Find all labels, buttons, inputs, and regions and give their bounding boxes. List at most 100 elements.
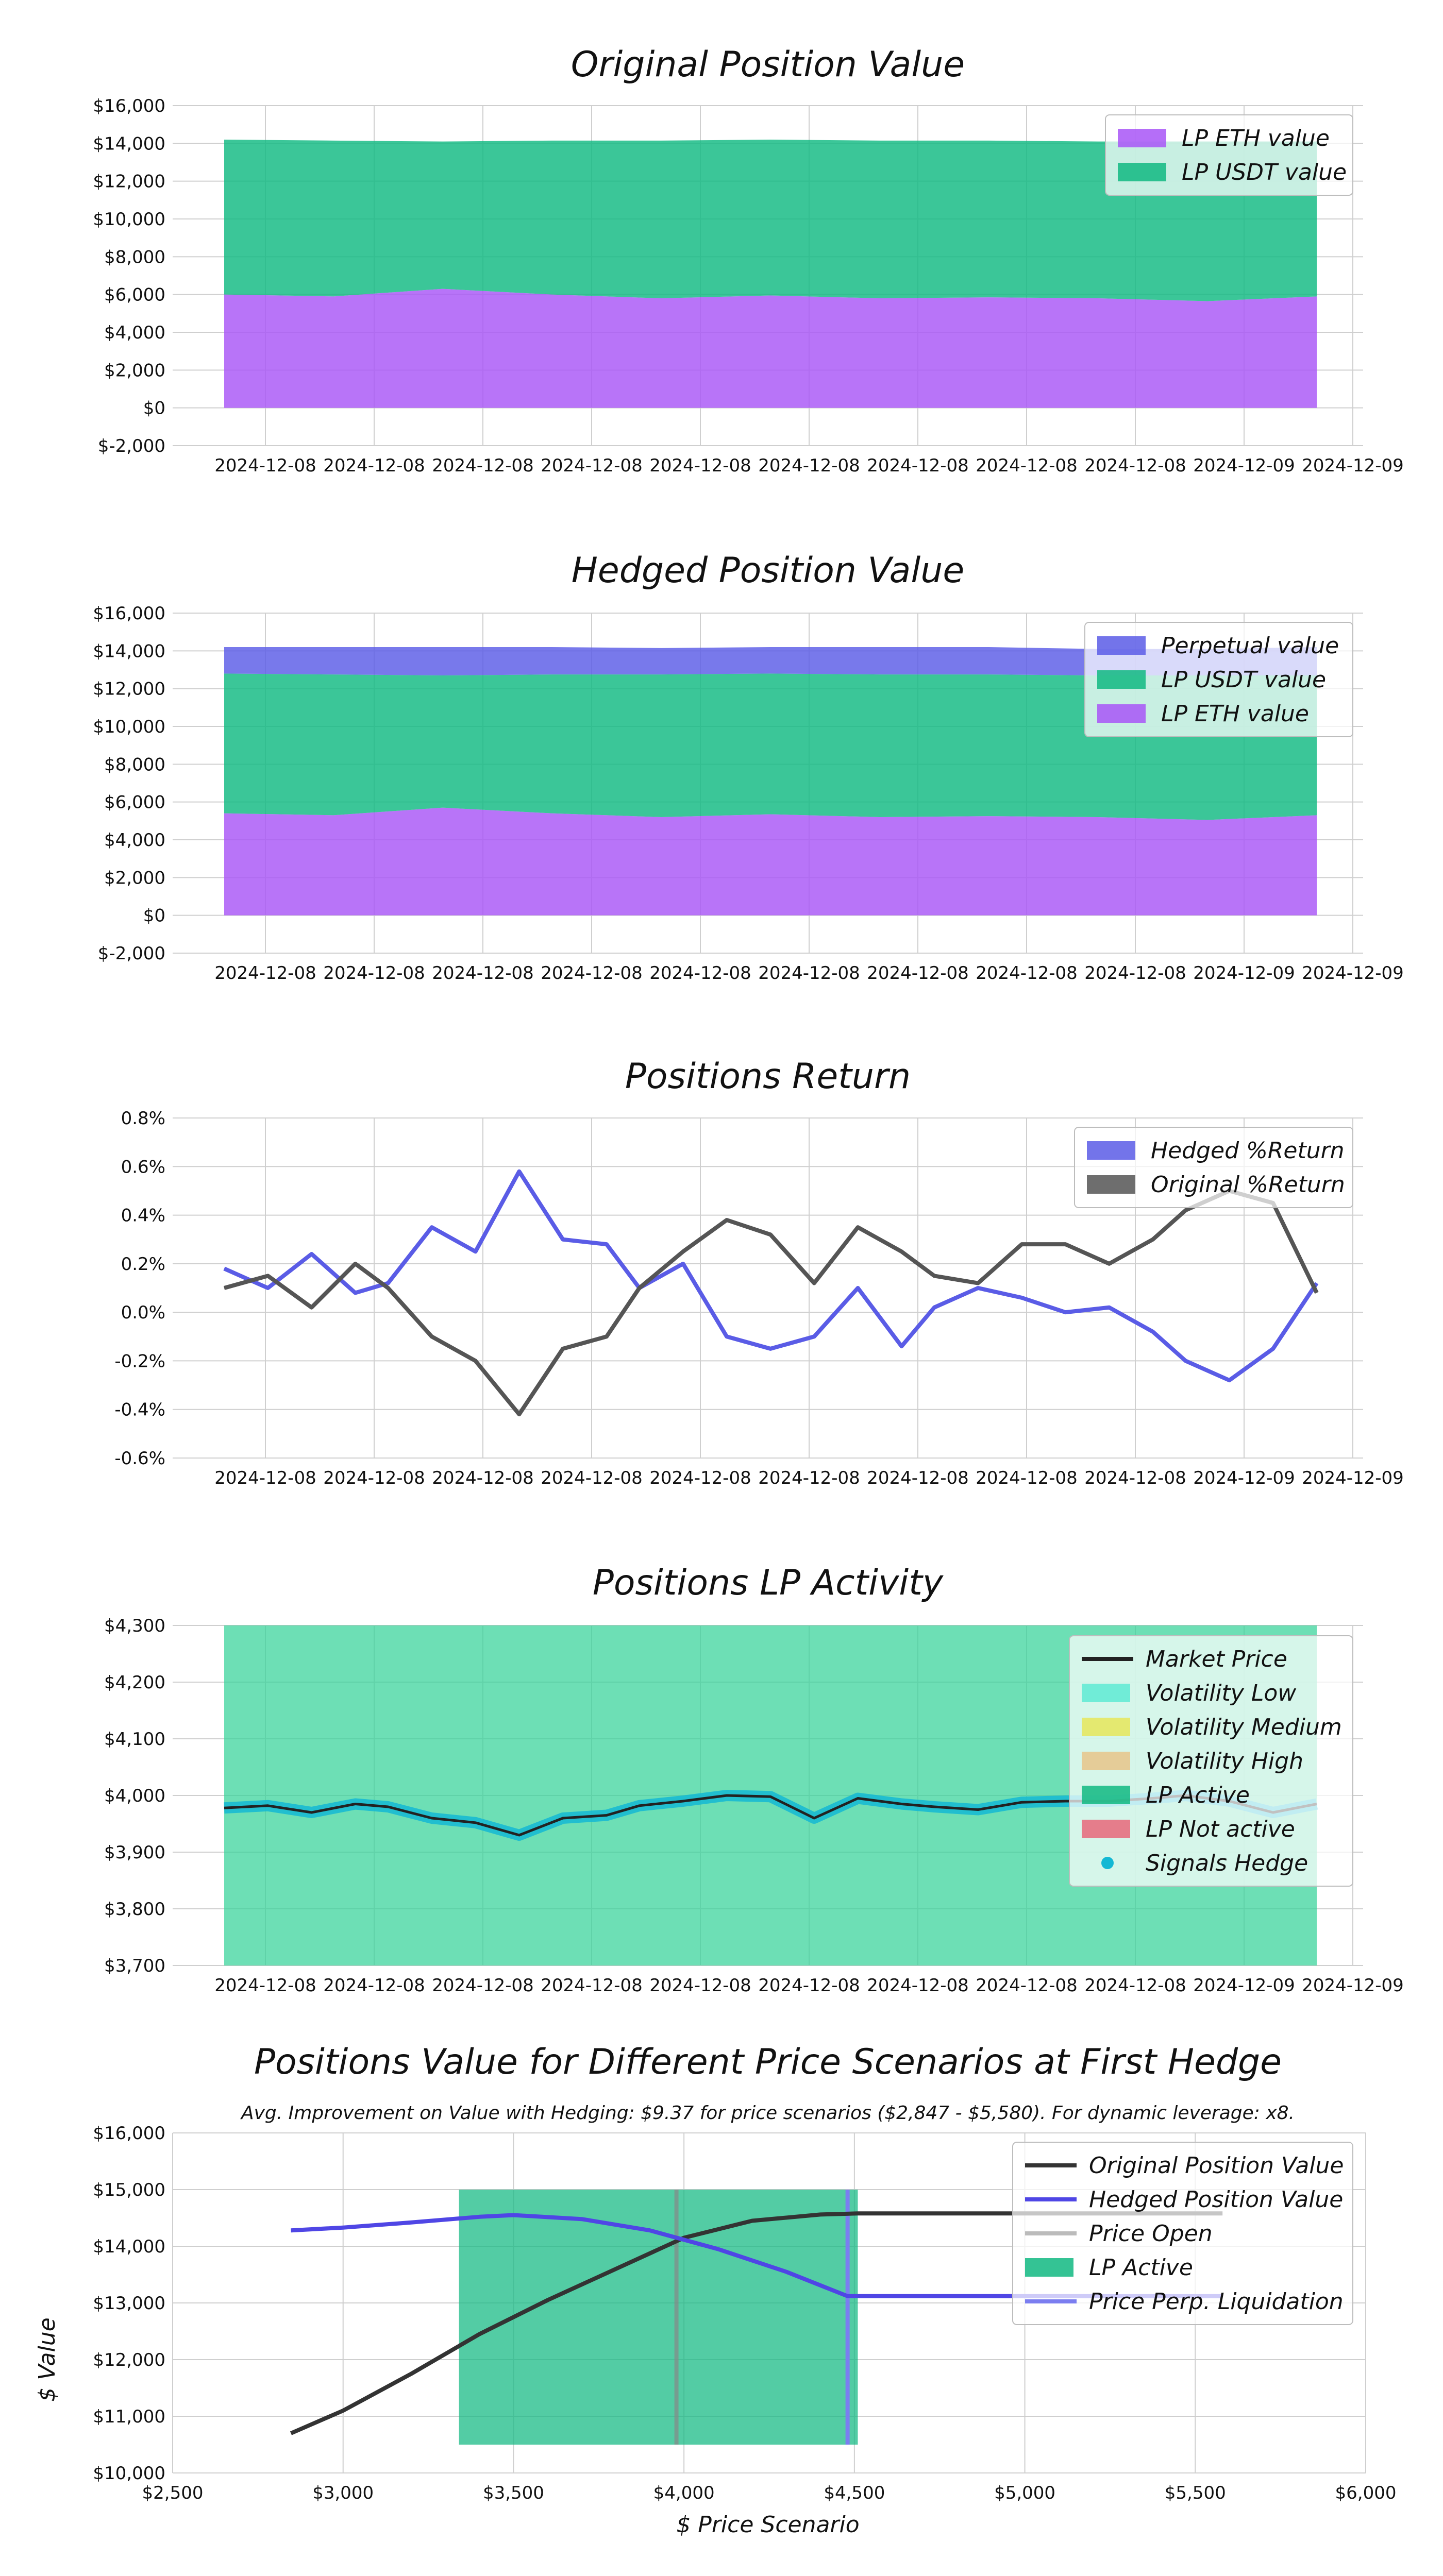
legend-patch-swatch xyxy=(1082,1718,1130,1736)
chart-positions-lp-activity: Positions LP Activity $3,700 $3,800 $3,900… xyxy=(104,1563,1404,1996)
legend-label: Perpetual value xyxy=(1161,633,1339,659)
legend: Original Position Value Hedged Position V… xyxy=(1012,2142,1353,2325)
legend-label: Price Perp. Liquidation xyxy=(1089,2289,1344,2315)
y-tick-label: $-2,000 xyxy=(98,436,165,456)
x-tick-label: 2024-12-08 xyxy=(976,1975,1078,1996)
y-tick-label: -0.4% xyxy=(114,1400,165,1420)
y-tick-label: $13,000 xyxy=(93,2293,165,2314)
x-tick-label: $6,000 xyxy=(1335,2483,1397,2503)
x-tick-label: 2024-12-08 xyxy=(541,455,643,476)
y-tick-label: $10,000 xyxy=(93,209,165,230)
x-tick-label: 2024-12-09 xyxy=(1193,1468,1295,1488)
legend-label: Original Position Value xyxy=(1089,2153,1344,2179)
legend-label: Volatility Medium xyxy=(1146,1714,1342,1740)
x-tick-label: 2024-12-08 xyxy=(867,1975,969,1996)
plot-area: -0.6% -0.4% -0.2% 0.0% 0.2% 0.4% 0.6% 0.8% 2024-… xyxy=(114,1108,1403,1488)
x-tick-label: 2024-12-08 xyxy=(649,963,751,984)
legend-label: LP ETH value xyxy=(1161,701,1309,727)
legend-patch-swatch xyxy=(1118,129,1166,147)
y-tick-label: $2,000 xyxy=(104,868,165,888)
legend-label: Hedged Position Value xyxy=(1089,2187,1343,2213)
x-tick-label: 2024-12-08 xyxy=(323,963,425,984)
x-tick-label: 2024-12-09 xyxy=(1193,455,1295,476)
y-tick-label: $14,000 xyxy=(93,641,165,662)
y-tick-label: -0.6% xyxy=(114,1448,165,1469)
area-series xyxy=(224,807,1317,916)
x-tick-label: 2024-12-08 xyxy=(867,963,969,984)
x-tick-label: $4,500 xyxy=(824,2483,885,2503)
x-tick-label: 2024-12-09 xyxy=(1302,963,1404,984)
y-tick-label: 0.8% xyxy=(121,1108,165,1129)
x-tick-label: 2024-12-09 xyxy=(1193,1975,1295,1996)
legend-patch-swatch xyxy=(1082,1786,1130,1804)
x-tick-label: 2024-12-09 xyxy=(1302,1975,1404,1996)
legend-label: Market Price xyxy=(1146,1646,1287,1672)
area-series xyxy=(224,647,1317,675)
y-tick-label: $11,000 xyxy=(93,2406,165,2427)
chart-positions-return: Positions Return -0.6% -0.4% -0.2% 0.0% 0.2%… xyxy=(114,1056,1403,1488)
legend-patch-swatch xyxy=(1082,1684,1130,1702)
x-tick-label: 2024-12-08 xyxy=(432,1975,534,1996)
plot-area: $-2,000 $0 $2,000 $4,000 $6,000 $8,000 $10,000… xyxy=(93,603,1403,984)
y-tick-label: $14,000 xyxy=(93,133,165,154)
legend-label: LP ETH value xyxy=(1182,125,1330,151)
legend-patch-swatch xyxy=(1025,2258,1073,2277)
x-tick-label: 2024-12-08 xyxy=(649,1468,751,1488)
y-tick-label: $16,000 xyxy=(93,603,165,624)
x-tick-label: 2024-12-08 xyxy=(214,1468,316,1488)
x-tick-label: 2024-12-08 xyxy=(976,963,1078,984)
y-tick-label: $3,800 xyxy=(104,1899,165,1920)
x-tick-label: 2024-12-08 xyxy=(323,1468,425,1488)
y-tick-label: $0 xyxy=(143,906,165,926)
chart-title: Positions LP Activity xyxy=(593,1563,944,1603)
chart-hedged-position-value: Hedged Position Value $-2,000 $0 $2,000 $4,… xyxy=(93,550,1403,984)
x-tick-label: $5,500 xyxy=(1165,2483,1226,2503)
y-tick-label: $4,000 xyxy=(104,1786,165,1806)
y-tick-label: $3,700 xyxy=(104,1956,165,1976)
y-tick-label: $4,100 xyxy=(104,1729,165,1750)
legend-patch-swatch xyxy=(1082,1752,1130,1770)
legend-label: Signals Hedge xyxy=(1146,1850,1308,1876)
lp-active-band xyxy=(459,2190,858,2445)
legend-patch-swatch xyxy=(1087,1141,1135,1160)
y-tick-label: $16,000 xyxy=(93,96,165,116)
x-tick-label: 2024-12-08 xyxy=(541,963,643,984)
legend-box xyxy=(1074,1127,1353,1208)
x-tick-label: 2024-12-08 xyxy=(867,455,969,476)
y-tick-label: $15,000 xyxy=(93,2180,165,2200)
legend-patch-swatch xyxy=(1118,163,1166,181)
x-tick-label: 2024-12-08 xyxy=(976,1468,1078,1488)
y-tick-label: $3,900 xyxy=(104,1842,165,1863)
x-tick-label: 2024-12-09 xyxy=(1302,1468,1404,1488)
x-tick-label: 2024-12-08 xyxy=(1084,1468,1186,1488)
x-tick-label: 2024-12-08 xyxy=(976,455,1078,476)
hedged-position-value-line xyxy=(291,2213,1223,2298)
y-tick-label: $12,000 xyxy=(93,2350,165,2370)
y-tick-label: $6,000 xyxy=(104,792,165,813)
x-tick-label: 2024-12-08 xyxy=(758,1468,860,1488)
y-tick-label: 0.0% xyxy=(121,1302,165,1323)
x-tick-label: 2024-12-08 xyxy=(1084,455,1186,476)
x-tick-label: 2024-12-08 xyxy=(649,455,751,476)
x-tick-label: 2024-12-09 xyxy=(1193,963,1295,984)
x-tick-label: 2024-12-08 xyxy=(758,455,860,476)
y-tick-label: $16,000 xyxy=(93,2123,165,2144)
y-tick-label: $4,300 xyxy=(104,1616,165,1636)
x-tick-label: 2024-12-08 xyxy=(323,455,425,476)
x-tick-label: 2024-12-08 xyxy=(649,1975,751,1996)
y-tick-label: 0.4% xyxy=(121,1206,165,1226)
legend-box xyxy=(1012,2142,1353,2325)
x-tick-label: 2024-12-08 xyxy=(758,963,860,984)
area-series xyxy=(224,140,1317,301)
legend-box xyxy=(1069,1635,1353,1887)
legend-patch-swatch xyxy=(1097,636,1146,655)
x-axis-label: $ Price Scenario xyxy=(676,2512,859,2538)
x-tick-label: $5,000 xyxy=(994,2483,1055,2503)
x-tick-label: 2024-12-08 xyxy=(541,1975,643,1996)
legend-label: Price Open xyxy=(1089,2221,1213,2247)
x-tick-label: 2024-12-08 xyxy=(432,455,534,476)
y-tick-label: $0 xyxy=(143,398,165,419)
legend-label: LP Active xyxy=(1146,1782,1250,1808)
y-tick-label: $2,000 xyxy=(104,360,165,381)
y-tick-label: $14,000 xyxy=(93,2236,165,2257)
